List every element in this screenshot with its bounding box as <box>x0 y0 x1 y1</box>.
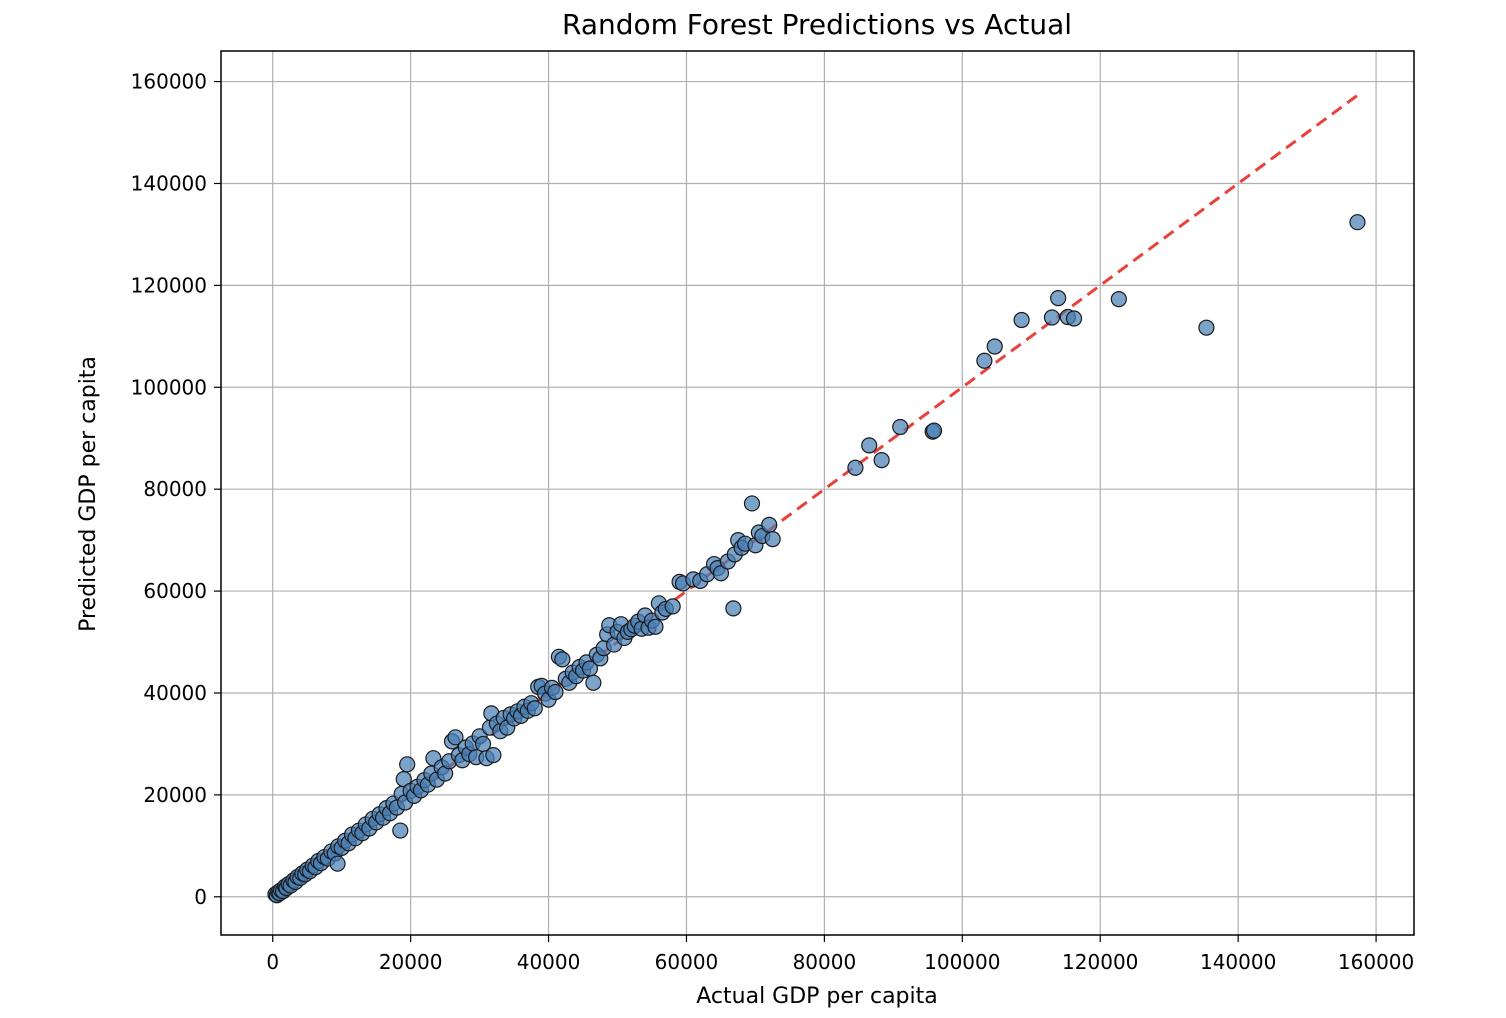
reference-line <box>276 93 1360 895</box>
data-point <box>1065 310 1083 327</box>
data-point <box>547 683 564 701</box>
data-point <box>447 729 464 746</box>
y-tick-label: 20000 <box>143 783 207 807</box>
data-point <box>554 651 571 668</box>
y-tick-label: 160000 <box>131 70 207 94</box>
data-point <box>761 516 778 533</box>
chart-title: Random Forest Predictions vs Actual <box>562 8 1072 41</box>
data-point <box>892 418 909 436</box>
data-point <box>329 855 346 872</box>
plot-frame <box>220 50 1415 936</box>
x-tick-label: 100000 <box>924 950 1000 974</box>
data-point <box>873 452 890 469</box>
x-axis: 0 20000 40000 60000 80000 100000 120000 140000 1… <box>266 935 1414 974</box>
x-tick-label: 40000 <box>517 950 581 974</box>
data-point <box>1349 214 1366 231</box>
data-point <box>392 822 409 839</box>
x-axis-label: Actual GDP per capita <box>696 984 937 1009</box>
y-tick-label: 80000 <box>143 477 207 501</box>
data-points <box>267 214 1366 904</box>
data-point <box>725 600 742 617</box>
data-point <box>764 531 781 548</box>
data-point <box>1198 319 1215 336</box>
data-point <box>976 352 993 369</box>
data-point <box>847 459 864 476</box>
x-tick-label: 80000 <box>793 950 857 974</box>
data-point <box>1050 290 1067 307</box>
data-point <box>861 437 878 454</box>
y-axis-label: Predicted GDP per capita <box>76 356 101 632</box>
x-tick-label: 60000 <box>655 950 719 974</box>
y-tick-label: 60000 <box>143 579 207 603</box>
data-point <box>647 618 664 635</box>
x-tick-label: 20000 <box>379 950 443 974</box>
y-tick-label: 140000 <box>131 171 207 195</box>
data-point <box>664 598 681 615</box>
data-point <box>986 338 1003 355</box>
data-point <box>1013 311 1030 329</box>
y-tick-label: 100000 <box>131 375 207 399</box>
x-tick-label: 120000 <box>1062 950 1138 974</box>
data-point <box>1043 309 1061 326</box>
data-point <box>1110 291 1127 308</box>
x-tick-label: 160000 <box>1338 950 1414 974</box>
data-point <box>485 747 502 764</box>
data-point <box>585 674 602 691</box>
data-point <box>526 700 543 717</box>
data-point <box>399 756 416 773</box>
y-tick-label: 0 <box>194 885 207 909</box>
y-axis: 0 20000 40000 60000 80000 100000 120000 140000 1… <box>131 70 221 909</box>
x-tick-label: 140000 <box>1200 950 1276 974</box>
data-point <box>743 495 761 512</box>
y-tick-label: 40000 <box>143 681 207 705</box>
y-tick-label: 120000 <box>131 273 207 297</box>
data-point <box>925 422 943 439</box>
x-tick-label: 0 <box>266 950 279 974</box>
